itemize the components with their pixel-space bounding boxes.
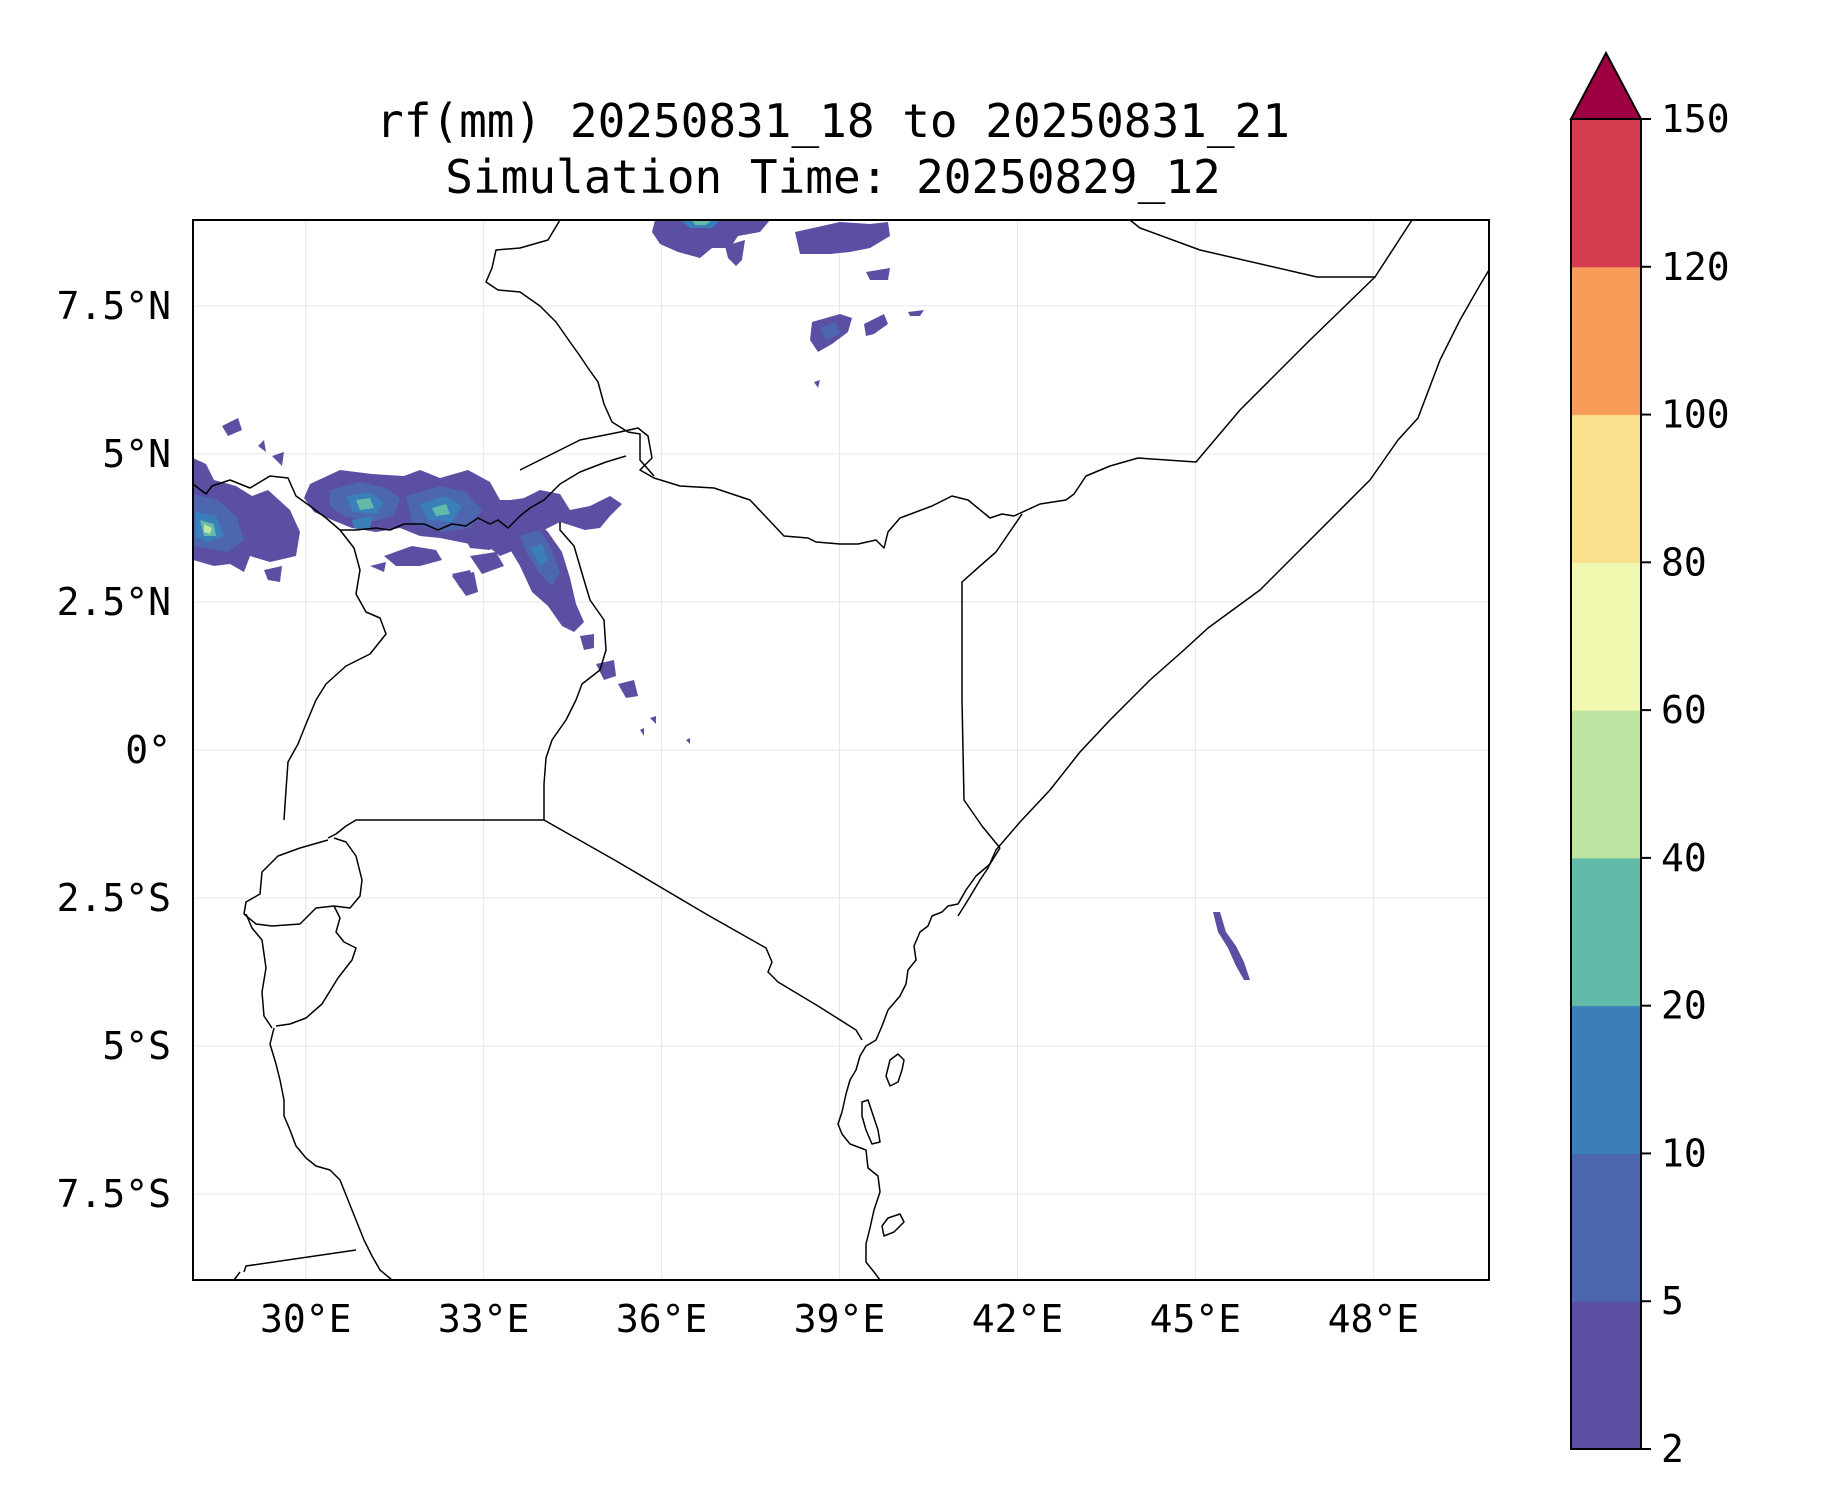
colorbar-band (1571, 710, 1641, 859)
rain-patch (618, 680, 638, 698)
colorbar-tick-label: 150 (1661, 97, 1730, 141)
rain-patch (204, 524, 212, 534)
rainfall-field (193, 220, 1250, 980)
colorbar-band (1571, 266, 1641, 416)
rain-patch (464, 528, 498, 550)
rain-patch (908, 310, 924, 316)
plot-title-line2: Simulation Time: 20250829_12 (445, 150, 1220, 204)
rain-patch (530, 544, 548, 566)
rain-patch (580, 634, 594, 650)
rain-patch (725, 240, 745, 266)
colorbar-tick-label: 20 (1661, 984, 1707, 1028)
colorbar-bands (1571, 119, 1641, 1450)
colorbar-band (1571, 1301, 1641, 1450)
colorbar-tick-label: 60 (1661, 688, 1707, 732)
colorbar-band (1571, 1005, 1641, 1154)
rain-patch (258, 440, 266, 452)
longitude-tick-labels: 30°E 33°E 36°E 39°E 42°E 45°E 48°E (260, 1297, 1419, 1341)
rain-patch (814, 380, 820, 388)
colorbar-band (1571, 414, 1641, 563)
gridlines (193, 220, 1489, 1280)
colorbar-band (1571, 857, 1641, 1007)
rain-patch (866, 268, 890, 280)
rain-patch (384, 546, 442, 566)
colorbar-tick-label: 120 (1661, 245, 1730, 289)
colorbar-tick-label: 5 (1661, 1279, 1684, 1323)
rain-patch (272, 452, 284, 466)
rain-patch (356, 498, 374, 510)
map-panel: 30°E 33°E 36°E 39°E 42°E 45°E 48°E 7.5°N 5°N 2.5… (57, 219, 1490, 1341)
lat-tick-label: 5°N (102, 432, 171, 476)
rain-patch (470, 552, 504, 574)
lon-tick-label: 30°E (260, 1297, 352, 1341)
lon-tick-label: 48°E (1328, 1297, 1420, 1341)
lon-tick-label: 42°E (972, 1297, 1064, 1341)
colorbar-tick-label: 40 (1661, 836, 1707, 880)
lon-tick-label: 45°E (1150, 1297, 1242, 1341)
lon-tick-label: 33°E (438, 1297, 530, 1341)
colorbar: 2 5 10 20 40 60 80 100 120 150 (1569, 50, 1730, 1471)
map-frame (192, 219, 1490, 1281)
rain-patch (432, 504, 450, 516)
rain-patch (864, 314, 888, 336)
latitude-tick-labels: 7.5°N 5°N 2.5°N 0° 2.5°S 5°S 7.5°S (57, 284, 171, 1216)
rain-patch (452, 572, 478, 596)
rain-patch (1213, 912, 1250, 980)
colorbar-tick-label: 80 (1661, 540, 1707, 584)
colorbar-band (1571, 562, 1641, 711)
rain-patch (692, 220, 712, 225)
rain-patch (820, 322, 840, 340)
rain-patch (352, 516, 372, 530)
lon-tick-label: 39°E (794, 1297, 886, 1341)
colorbar-tick-labels: 2 5 10 20 40 60 80 100 120 150 (1641, 97, 1730, 1471)
lat-tick-label: 5°S (102, 1024, 171, 1068)
colorbar-frame (1570, 118, 1642, 1450)
colorbar-tick-label: 2 (1661, 1427, 1684, 1471)
lon-tick-label: 36°E (616, 1297, 708, 1341)
lat-tick-label: 7.5°N (57, 284, 171, 328)
rain-patch (686, 738, 690, 744)
rain-patch (222, 418, 242, 436)
colorbar-band (1571, 119, 1641, 268)
colorbar-extend-triangle (1569, 50, 1643, 120)
rain-patch (650, 716, 656, 724)
lat-tick-label: 2.5°N (57, 580, 171, 624)
colorbar-band (1571, 1153, 1641, 1302)
plot-title-line1: rf(mm) 20250831_18 to 20250831_21 (376, 94, 1290, 148)
colorbar-tick-label: 10 (1661, 1131, 1707, 1175)
colorbar-tick-label: 100 (1661, 393, 1730, 437)
lat-tick-label: 0° (125, 728, 171, 772)
country-borders (193, 220, 1489, 1280)
rain-patch (652, 220, 770, 258)
lat-tick-label: 2.5°S (57, 876, 171, 920)
rain-patch (264, 566, 282, 582)
lat-tick-label: 7.5°S (57, 1172, 171, 1216)
rain-patch (795, 222, 890, 254)
rain-patch (640, 728, 644, 736)
rain-patch (370, 562, 386, 572)
